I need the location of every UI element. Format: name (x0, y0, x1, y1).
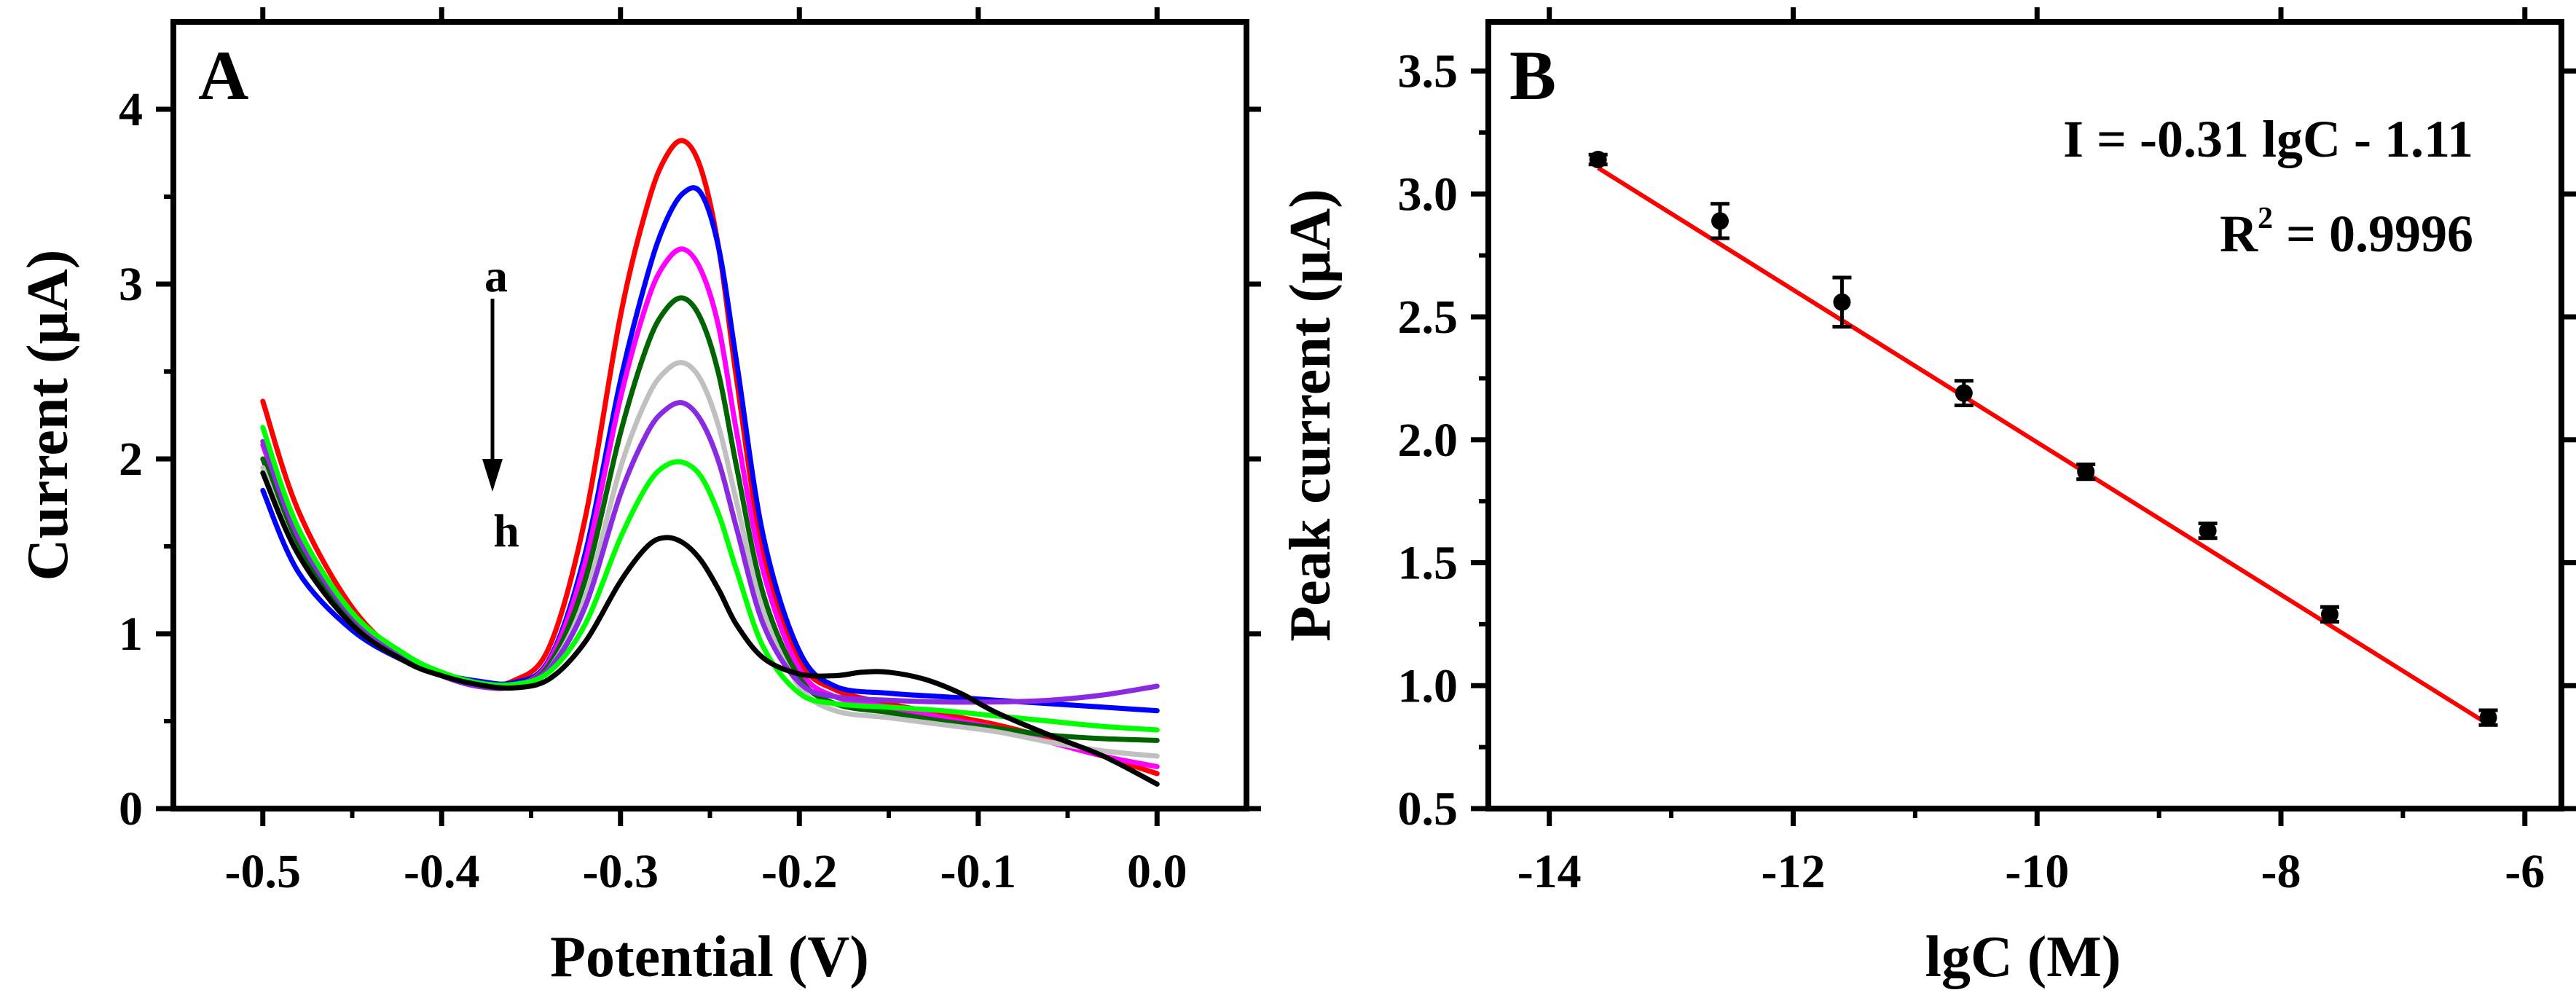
panel-b-y-tick-label: 2.5 (1398, 291, 1458, 344)
panel-b-x-tick-label: -14 (1517, 845, 1582, 898)
panel-b-data (1588, 151, 2498, 727)
fit-line (1597, 165, 2490, 726)
panel-b-y-tick-label: 3.0 (1398, 168, 1458, 221)
panel-a-y-tick-label: 4 (119, 83, 143, 136)
annotation-arrow-head (482, 459, 503, 492)
r-squared-symbol: R (2220, 205, 2258, 263)
panel-b-plot-frame (1485, 19, 2564, 812)
panel-b-y-tick-label: 1.0 (1398, 659, 1458, 712)
panel-b-y-tick-label: 2.0 (1398, 414, 1458, 467)
panel-b-y-tick-label: 0.5 (1398, 782, 1458, 836)
panel-b-x-axis-title: lgC (M) (1925, 925, 2121, 989)
panel-b-y-axis-title: Peak current (μA) (1279, 189, 1343, 641)
data-point (1589, 151, 1607, 168)
r-squared: R2 = 0.9996 (2220, 202, 2473, 263)
r-squared-exponent: 2 (2258, 202, 2273, 235)
panel-a: -0.5 -0.4 -0.3 -0.2 -0.1 0.0 0 1 2 3 4 A a h Poten… (16, 7, 1261, 989)
data-point (2320, 605, 2339, 624)
series-line-c (260, 246, 1160, 769)
annotation-h: h (493, 505, 519, 557)
panel-a-letter: A (198, 36, 248, 114)
series-line-b (260, 185, 1160, 714)
panel-a-y-tick-label: 1 (119, 608, 143, 661)
data-point (2199, 522, 2217, 540)
panel-a-series (260, 138, 1160, 787)
panel-a-x-axis-title: Potential (V) (550, 925, 869, 989)
panel-b-x-tick-label: -8 (2261, 845, 2301, 898)
panel-b-ticks: -14 -12 -10 -8 -6 0.5 1.0 1.5 2.0 2.5 3.0 3.5 (1398, 7, 2576, 898)
panel-b-letter: B (1509, 36, 1556, 114)
panel-b-y-tick-label: 3.5 (1398, 45, 1458, 98)
panel-a-x-tick-label: -0.3 (583, 845, 659, 898)
r-squared-value: = 0.9996 (2273, 205, 2473, 263)
panel-b: -14 -12 -10 -8 -6 0.5 1.0 1.5 2.0 2.5 3.0 3.5 B I =… (1279, 7, 2576, 989)
annotation-a: a (484, 250, 508, 302)
series-line-g (260, 425, 1160, 733)
panel-a-y-tick-label: 0 (119, 782, 143, 836)
panel-a-ticks: -0.5 -0.4 -0.3 -0.2 -0.1 0.0 0 1 2 3 4 (119, 7, 1261, 898)
data-point (1955, 384, 1973, 402)
panel-a-y-axis-title: Current (μA) (16, 250, 80, 581)
panel-a-x-tick-label: -0.4 (404, 845, 479, 898)
panel-a-plot-frame (170, 19, 1249, 812)
panel-b-y-tick-label: 1.5 (1398, 537, 1458, 590)
fit-equation: I = -0.31 lgC - 1.11 (2063, 110, 2473, 168)
series-line-e (260, 360, 1160, 759)
panel-b-x-tick-label: -6 (2505, 845, 2545, 898)
data-point (1833, 293, 1851, 311)
data-point (1711, 212, 1729, 230)
panel-a-y-tick-label: 2 (119, 433, 143, 486)
panel-b-x-tick-label: -10 (2005, 845, 2069, 898)
panel-a-x-tick-label: 0.0 (1127, 845, 1187, 898)
series-line-a (260, 138, 1160, 777)
panel-a-x-tick-label: -0.2 (761, 845, 837, 898)
panel-a-x-tick-label: -0.5 (225, 845, 301, 898)
panel-a-x-tick-label: -0.1 (941, 845, 1016, 898)
series-line-h (260, 470, 1160, 787)
series-line-d (260, 295, 1160, 743)
panel-a-y-tick-label: 3 (119, 258, 143, 311)
data-point (2077, 463, 2095, 481)
panel-b-x-tick-label: -12 (1761, 845, 1825, 898)
data-point (2479, 709, 2497, 727)
